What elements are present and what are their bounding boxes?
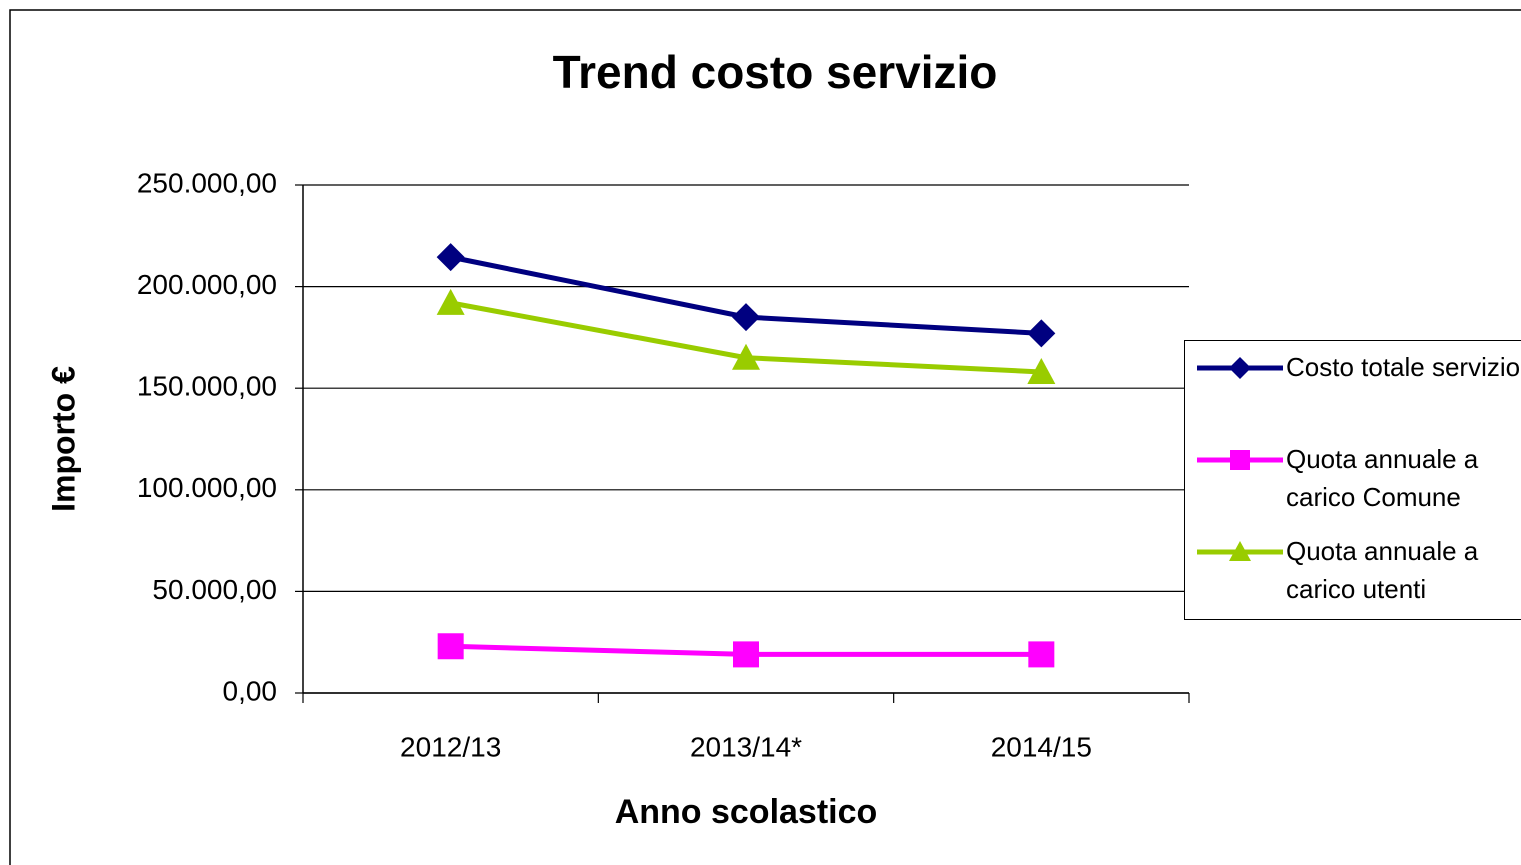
chart-title: Trend costo servizio <box>553 46 998 98</box>
marker <box>1230 450 1250 470</box>
x-tick-label: 2012/13 <box>400 731 501 762</box>
marker <box>1028 641 1055 668</box>
y-tick-label: 100.000,00 <box>137 472 277 503</box>
marker <box>1229 541 1251 561</box>
marker <box>436 288 465 315</box>
legend-swatch <box>1197 357 1283 379</box>
y-tick-label: 50.000,00 <box>152 574 277 605</box>
y-tick-label: 250.000,00 <box>137 167 277 198</box>
marker <box>1027 319 1056 348</box>
legend-swatch <box>1197 541 1283 561</box>
legend-swatch <box>1197 450 1283 470</box>
marker <box>436 243 465 272</box>
legend-label: Quota annuale a carico Comune <box>1286 444 1479 512</box>
legend: Costo totale servizio Quota annuale a car… <box>1184 340 1521 620</box>
marker <box>733 641 759 668</box>
legend-label: Costo totale servizio <box>1286 352 1521 382</box>
y-tick-label: 200.000,00 <box>137 269 277 300</box>
y-tick-label: 150.000,00 <box>137 371 277 402</box>
marker <box>732 303 760 332</box>
x-tick-label: 2014/15 <box>991 731 1092 762</box>
legend-label: Quota annuale a carico utenti <box>1286 536 1479 604</box>
marker <box>732 343 760 370</box>
marker <box>1229 357 1251 379</box>
marker <box>1027 357 1056 384</box>
y-tick-label: 0,00 <box>223 675 278 706</box>
y-axis-title: Importo € <box>45 366 81 512</box>
marker <box>437 633 464 660</box>
x-axis-title: Anno scolastico <box>615 793 878 831</box>
x-tick-label: 2013/14* <box>690 731 802 762</box>
